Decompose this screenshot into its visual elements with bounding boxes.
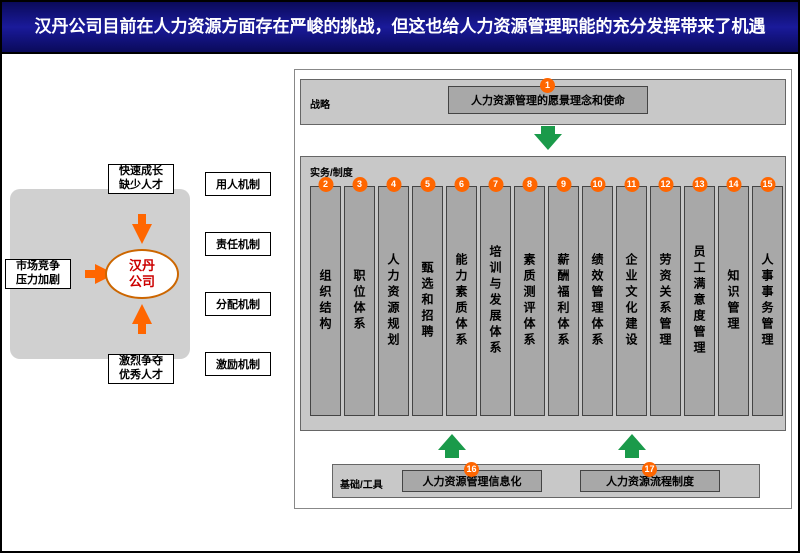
pillar-badge: 14 xyxy=(726,177,741,192)
pillar-badge: 13 xyxy=(692,177,707,192)
input-market: 市场竞争压力加剧 xyxy=(5,259,71,289)
mechanism-2: 责任机制 xyxy=(205,232,271,256)
arrow-down-icon xyxy=(132,224,152,244)
mechanism-4: 激励机制 xyxy=(205,352,271,376)
pillar: 劳资关系管理12 xyxy=(650,186,681,416)
pillars-container: 组织结构2职位体系3人力资源规划4甄选和招聘5能力素质体系6培训与发展体系7素质… xyxy=(310,186,783,416)
slide-frame: 汉丹公司目前在人力资源方面存在严峻的挑战，但这也给人力资源管理职能的充分发挥带来… xyxy=(0,0,800,553)
pillar: 组织结构2 xyxy=(310,186,341,416)
input-competition: 激烈争夺优秀人才 xyxy=(108,354,174,384)
pillar-badge: 2 xyxy=(318,177,333,192)
pillar: 绩效管理体系10 xyxy=(582,186,613,416)
pillar: 人事事务管理15 xyxy=(752,186,783,416)
pillar-badge: 10 xyxy=(590,177,605,192)
pillar-badge: 11 xyxy=(624,177,639,192)
pillar-badge: 15 xyxy=(760,177,775,192)
pillar: 知识管理14 xyxy=(718,186,749,416)
pillar-badge: 7 xyxy=(488,177,503,192)
pillar: 素质测评体系8 xyxy=(514,186,545,416)
pillar: 培训与发展体系7 xyxy=(480,186,511,416)
pillar: 员工满意度管理13 xyxy=(684,186,715,416)
center-company-oval: 汉丹公司 xyxy=(105,249,179,299)
green-arrow-up-2-icon xyxy=(618,434,646,450)
pillar-badge: 8 xyxy=(522,177,537,192)
label-practice: 实务/制度 xyxy=(310,164,353,179)
pillar-badge: 5 xyxy=(420,177,435,192)
pillar: 薪酬福利体系9 xyxy=(548,186,579,416)
badge-1: 1 xyxy=(540,78,555,93)
content-area: 市场竞争压力加剧 快速成长缺少人才 激烈争夺优秀人才 汉丹公司 用人机制 责任机… xyxy=(2,54,798,523)
input-growth: 快速成长缺少人才 xyxy=(108,164,174,194)
arrow-up-icon xyxy=(132,304,152,324)
pillar: 职位体系3 xyxy=(344,186,375,416)
mechanism-1: 用人机制 xyxy=(205,172,271,196)
mechanism-3: 分配机制 xyxy=(205,292,271,316)
label-tools: 基础/工具 xyxy=(340,476,383,491)
pillar-badge: 6 xyxy=(454,177,469,192)
green-arrow-up-1-icon xyxy=(438,434,466,450)
slide-title: 汉丹公司目前在人力资源方面存在严峻的挑战，但这也给人力资源管理职能的充分发挥带来… xyxy=(2,2,798,54)
badge-17: 17 xyxy=(642,462,657,477)
pillar-badge: 3 xyxy=(352,177,367,192)
pillar-badge: 9 xyxy=(556,177,571,192)
pillar: 能力素质体系6 xyxy=(446,186,477,416)
badge-16: 16 xyxy=(464,462,479,477)
pillar: 企业文化建设11 xyxy=(616,186,647,416)
pillar-badge: 4 xyxy=(386,177,401,192)
green-arrow-down-icon xyxy=(534,134,562,150)
pillar: 甄选和招聘5 xyxy=(412,186,443,416)
pillar: 人力资源规划4 xyxy=(378,186,409,416)
label-strategy: 战略 xyxy=(310,96,330,111)
pillar-badge: 12 xyxy=(658,177,673,192)
